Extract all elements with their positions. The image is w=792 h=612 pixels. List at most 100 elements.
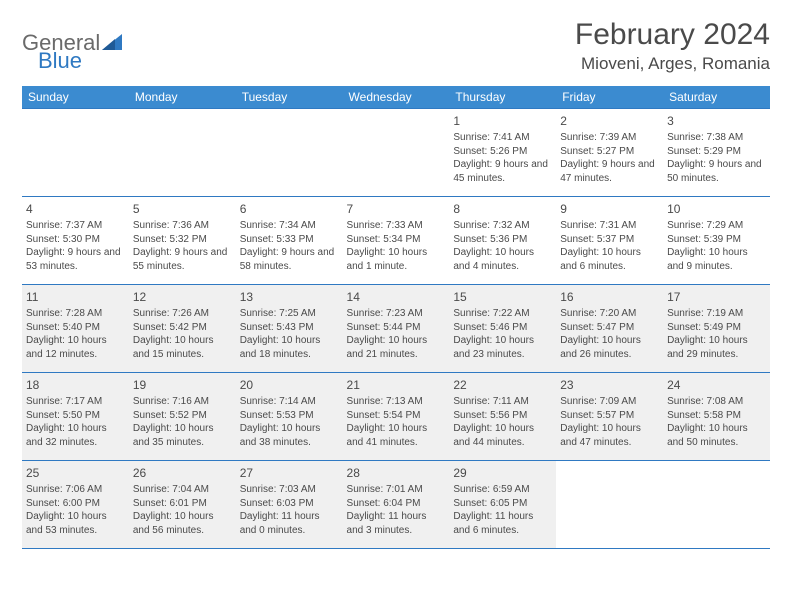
sunrise-text: Sunrise: 7:37 AM (26, 219, 125, 233)
sunset-text: Sunset: 6:00 PM (26, 497, 125, 511)
daylight-text: Daylight: 11 hours and 0 minutes. (240, 510, 339, 537)
day-number: 21 (347, 377, 446, 393)
sunset-text: Sunset: 5:42 PM (133, 321, 232, 335)
day-number: 29 (453, 465, 552, 481)
daylight-text: Daylight: 10 hours and 35 minutes. (133, 422, 232, 449)
daylight-text: Daylight: 10 hours and 32 minutes. (26, 422, 125, 449)
daylight-text: Daylight: 10 hours and 29 minutes. (667, 334, 766, 361)
sunrise-text: Sunrise: 7:08 AM (667, 395, 766, 409)
sunset-text: Sunset: 6:04 PM (347, 497, 446, 511)
sunrise-text: Sunrise: 7:31 AM (560, 219, 659, 233)
day-number: 12 (133, 289, 232, 305)
day-cell: 11Sunrise: 7:28 AMSunset: 5:40 PMDayligh… (22, 285, 129, 373)
sunset-text: Sunset: 6:01 PM (133, 497, 232, 511)
day-number: 26 (133, 465, 232, 481)
sunrise-text: Sunrise: 7:19 AM (667, 307, 766, 321)
daylight-text: Daylight: 9 hours and 50 minutes. (667, 158, 766, 185)
sunrise-text: Sunrise: 7:01 AM (347, 483, 446, 497)
daylight-text: Daylight: 10 hours and 12 minutes. (26, 334, 125, 361)
daylight-text: Daylight: 10 hours and 26 minutes. (560, 334, 659, 361)
col-tuesday: Tuesday (236, 86, 343, 109)
col-sunday: Sunday (22, 86, 129, 109)
daylight-text: Daylight: 10 hours and 50 minutes. (667, 422, 766, 449)
col-monday: Monday (129, 86, 236, 109)
sunset-text: Sunset: 5:57 PM (560, 409, 659, 423)
day-cell: 17Sunrise: 7:19 AMSunset: 5:49 PMDayligh… (663, 285, 770, 373)
day-cell: 8Sunrise: 7:32 AMSunset: 5:36 PMDaylight… (449, 197, 556, 285)
day-number: 3 (667, 113, 766, 129)
week-row: 1Sunrise: 7:41 AMSunset: 5:26 PMDaylight… (22, 109, 770, 197)
day-number: 25 (26, 465, 125, 481)
day-number: 6 (240, 201, 339, 217)
day-cell: 21Sunrise: 7:13 AMSunset: 5:54 PMDayligh… (343, 373, 450, 461)
day-cell: 23Sunrise: 7:09 AMSunset: 5:57 PMDayligh… (556, 373, 663, 461)
day-cell: 25Sunrise: 7:06 AMSunset: 6:00 PMDayligh… (22, 461, 129, 549)
location: Mioveni, Arges, Romania (575, 54, 770, 74)
daylight-text: Daylight: 10 hours and 15 minutes. (133, 334, 232, 361)
day-number: 19 (133, 377, 232, 393)
day-number: 1 (453, 113, 552, 129)
day-number: 2 (560, 113, 659, 129)
day-cell (22, 109, 129, 197)
sunrise-text: Sunrise: 7:14 AM (240, 395, 339, 409)
sunset-text: Sunset: 5:34 PM (347, 233, 446, 247)
daylight-text: Daylight: 10 hours and 6 minutes. (560, 246, 659, 273)
day-cell: 24Sunrise: 7:08 AMSunset: 5:58 PMDayligh… (663, 373, 770, 461)
day-number: 8 (453, 201, 552, 217)
sunrise-text: Sunrise: 7:04 AM (133, 483, 232, 497)
daylight-text: Daylight: 11 hours and 3 minutes. (347, 510, 446, 537)
header: General Blue February 2024 Mioveni, Arge… (22, 18, 770, 74)
daylight-text: Daylight: 9 hours and 55 minutes. (133, 246, 232, 273)
daylight-text: Daylight: 9 hours and 45 minutes. (453, 158, 552, 185)
day-cell: 20Sunrise: 7:14 AMSunset: 5:53 PMDayligh… (236, 373, 343, 461)
sunrise-text: Sunrise: 7:11 AM (453, 395, 552, 409)
sunrise-text: Sunrise: 7:25 AM (240, 307, 339, 321)
daylight-text: Daylight: 10 hours and 56 minutes. (133, 510, 232, 537)
sunset-text: Sunset: 5:43 PM (240, 321, 339, 335)
col-wednesday: Wednesday (343, 86, 450, 109)
day-number: 13 (240, 289, 339, 305)
day-cell: 3Sunrise: 7:38 AMSunset: 5:29 PMDaylight… (663, 109, 770, 197)
week-row: 4Sunrise: 7:37 AMSunset: 5:30 PMDaylight… (22, 197, 770, 285)
sunrise-text: Sunrise: 7:32 AM (453, 219, 552, 233)
sunset-text: Sunset: 5:36 PM (453, 233, 552, 247)
day-cell: 2Sunrise: 7:39 AMSunset: 5:27 PMDaylight… (556, 109, 663, 197)
day-cell: 10Sunrise: 7:29 AMSunset: 5:39 PMDayligh… (663, 197, 770, 285)
sunrise-text: Sunrise: 7:17 AM (26, 395, 125, 409)
day-cell (236, 109, 343, 197)
day-cell: 14Sunrise: 7:23 AMSunset: 5:44 PMDayligh… (343, 285, 450, 373)
day-number: 23 (560, 377, 659, 393)
week-row: 25Sunrise: 7:06 AMSunset: 6:00 PMDayligh… (22, 461, 770, 549)
sunset-text: Sunset: 5:47 PM (560, 321, 659, 335)
day-number: 9 (560, 201, 659, 217)
daylight-text: Daylight: 10 hours and 38 minutes. (240, 422, 339, 449)
day-cell: 7Sunrise: 7:33 AMSunset: 5:34 PMDaylight… (343, 197, 450, 285)
day-cell: 13Sunrise: 7:25 AMSunset: 5:43 PMDayligh… (236, 285, 343, 373)
day-number: 15 (453, 289, 552, 305)
sunrise-text: Sunrise: 7:26 AM (133, 307, 232, 321)
title-block: February 2024 Mioveni, Arges, Romania (575, 18, 770, 74)
sunrise-text: Sunrise: 7:41 AM (453, 131, 552, 145)
day-cell: 28Sunrise: 7:01 AMSunset: 6:04 PMDayligh… (343, 461, 450, 549)
daylight-text: Daylight: 10 hours and 21 minutes. (347, 334, 446, 361)
sunset-text: Sunset: 5:46 PM (453, 321, 552, 335)
day-cell: 19Sunrise: 7:16 AMSunset: 5:52 PMDayligh… (129, 373, 236, 461)
sunrise-text: Sunrise: 7:38 AM (667, 131, 766, 145)
day-number: 10 (667, 201, 766, 217)
sunset-text: Sunset: 5:56 PM (453, 409, 552, 423)
sunrise-text: Sunrise: 6:59 AM (453, 483, 552, 497)
day-number: 18 (26, 377, 125, 393)
sunset-text: Sunset: 5:37 PM (560, 233, 659, 247)
sunrise-text: Sunrise: 7:22 AM (453, 307, 552, 321)
sunset-text: Sunset: 5:33 PM (240, 233, 339, 247)
sunset-text: Sunset: 5:54 PM (347, 409, 446, 423)
daylight-text: Daylight: 9 hours and 53 minutes. (26, 246, 125, 273)
sunrise-text: Sunrise: 7:29 AM (667, 219, 766, 233)
daylight-text: Daylight: 10 hours and 9 minutes. (667, 246, 766, 273)
day-cell: 4Sunrise: 7:37 AMSunset: 5:30 PMDaylight… (22, 197, 129, 285)
day-number: 7 (347, 201, 446, 217)
sunset-text: Sunset: 5:27 PM (560, 145, 659, 159)
day-cell (663, 461, 770, 549)
col-friday: Friday (556, 86, 663, 109)
day-cell (343, 109, 450, 197)
